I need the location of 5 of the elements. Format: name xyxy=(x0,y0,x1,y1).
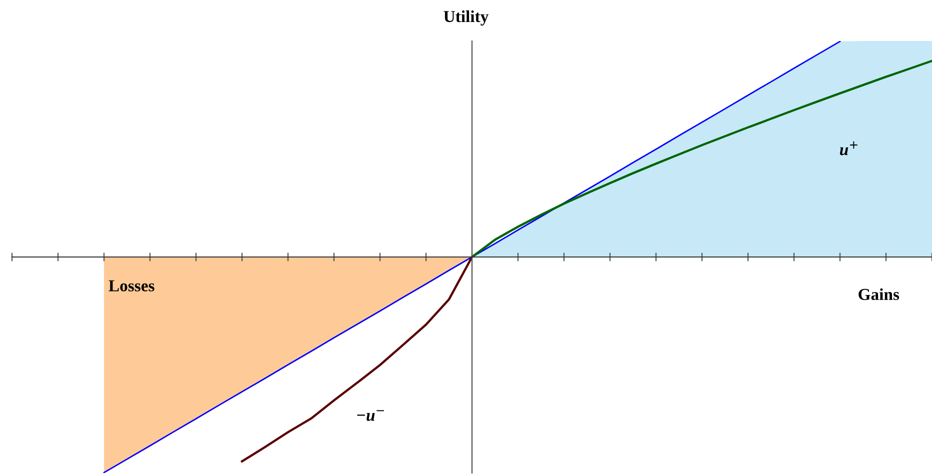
annotation: u$^{+}$ xyxy=(840,141,858,156)
annotation: Losses xyxy=(108,280,154,292)
annotation: Gains xyxy=(858,288,900,300)
annotation: −u$^{−}$ xyxy=(357,410,384,421)
chart-title: Utility xyxy=(444,10,489,26)
